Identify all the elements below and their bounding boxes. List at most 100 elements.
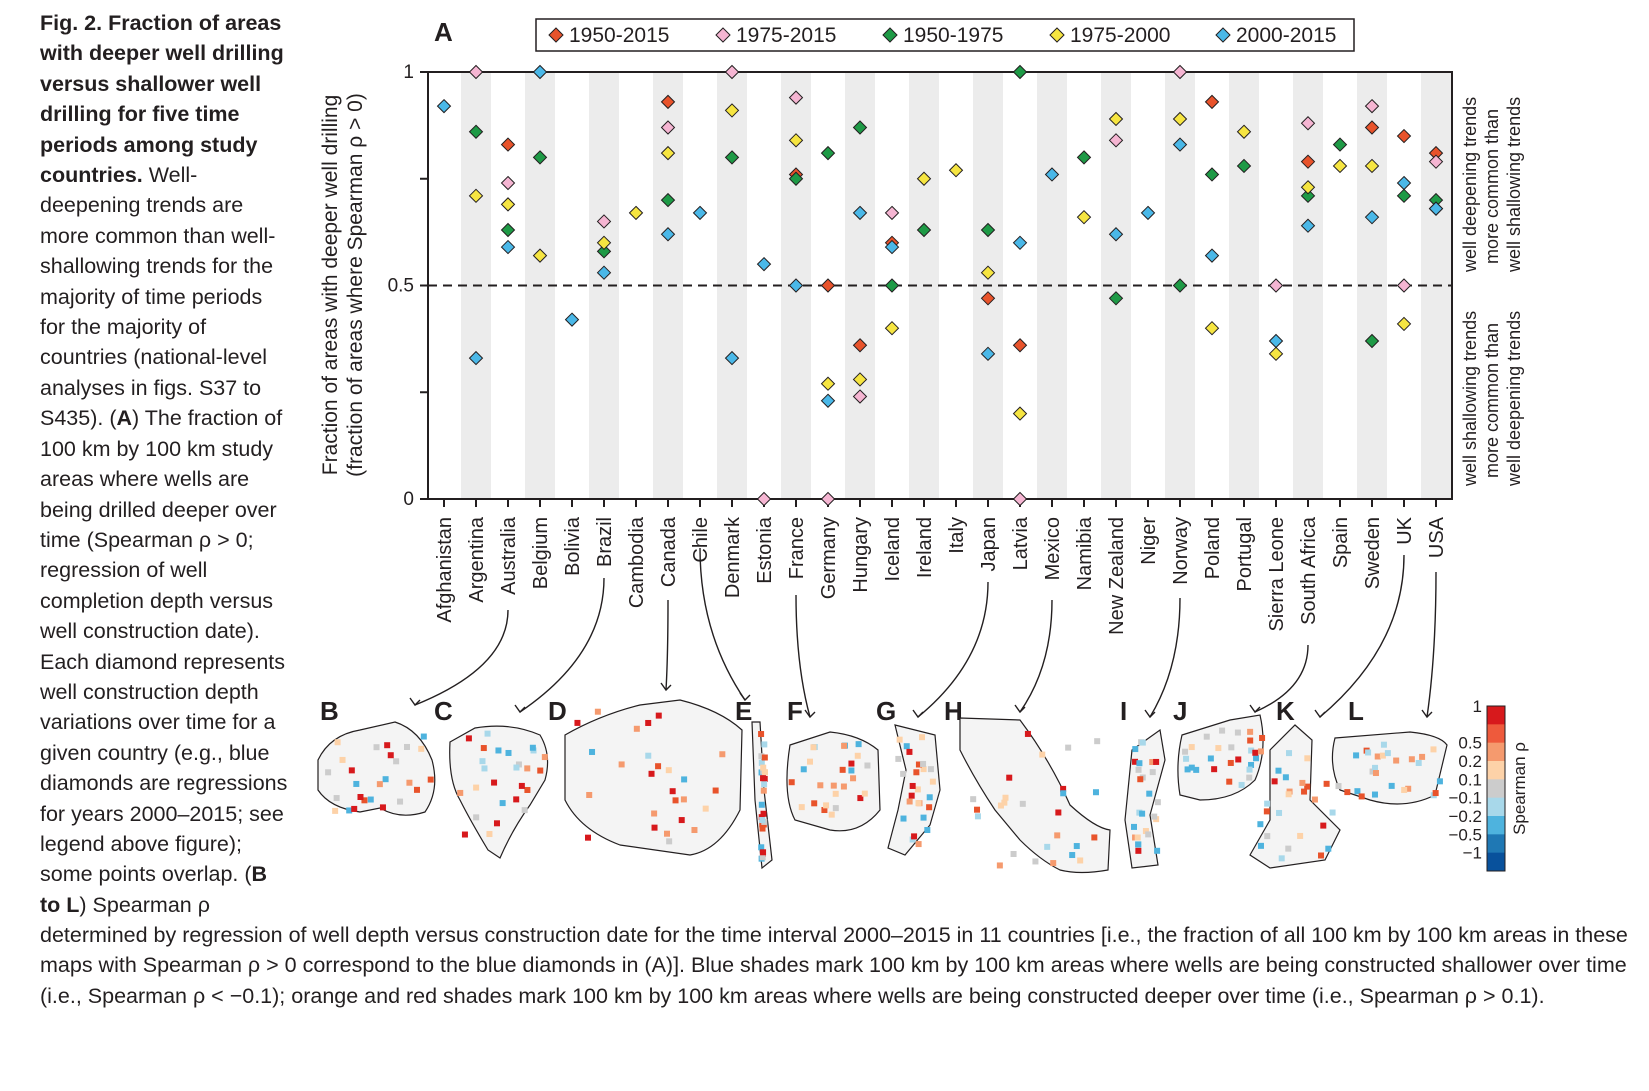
map-cell	[1415, 759, 1422, 766]
map-connectors	[409, 547, 1437, 719]
panel-letter-h: H	[944, 696, 963, 726]
point-1975-2000-new-zealand	[1108, 111, 1124, 127]
x-label-spain: Spain	[1330, 517, 1352, 568]
map-cell	[1055, 809, 1062, 816]
map-cell	[915, 800, 922, 807]
map-cell	[974, 806, 981, 813]
y-tick-label: 0.5	[388, 276, 414, 297]
point-1950-1975-south-africa	[1300, 188, 1316, 204]
map-cell	[760, 764, 767, 771]
map-cell	[760, 849, 767, 856]
map-cell	[758, 753, 765, 760]
map-cell	[800, 766, 807, 773]
point-1975-2015-norway	[1172, 64, 1188, 80]
connector-arrowhead	[514, 704, 526, 714]
point-2000-2015-usa	[1428, 201, 1444, 216]
point-2000-2015-germany	[820, 393, 836, 408]
connector-line	[795, 594, 811, 718]
map-cell	[1318, 852, 1325, 859]
map-cell	[678, 817, 685, 824]
right-note-lower-2: more common than	[1482, 323, 1502, 478]
map-cell	[1002, 794, 1009, 801]
connector-brazil	[514, 577, 605, 714]
map-cell	[1019, 800, 1026, 807]
point-1950-2015-south-africa	[1300, 154, 1316, 169]
map-cell	[1146, 790, 1153, 797]
map-panel-australia: B	[317, 696, 436, 816]
map-cell	[645, 719, 652, 726]
map-cell	[1227, 759, 1234, 766]
connector-arrowhead	[1144, 709, 1156, 719]
map-cell	[850, 775, 857, 782]
point-1950-2015-sweden	[1364, 120, 1380, 135]
point-1975-2000-namibia	[1076, 209, 1092, 225]
panel-letter-f: F	[787, 696, 803, 726]
map-cell	[1132, 758, 1139, 765]
map-panel-france: F	[786, 696, 881, 832]
point-2000-2015-chile	[692, 205, 708, 221]
map-cell	[1142, 828, 1149, 835]
panel-letter-d: D	[548, 696, 567, 726]
x-label-sweden: Sweden	[1362, 517, 1384, 589]
map-cell	[645, 752, 652, 759]
map-cell	[537, 767, 544, 774]
x-label-uk: UK	[1394, 516, 1416, 544]
map-cell	[1353, 752, 1360, 759]
connector-chile	[699, 547, 751, 702]
x-label-portugal: Portugal	[1234, 517, 1256, 592]
panel-letter-e: E	[735, 696, 752, 726]
point-1975-2000-france	[788, 133, 804, 148]
map-cell	[848, 767, 855, 774]
point-1950-1975-sweden	[1364, 333, 1380, 349]
connector-canada	[660, 599, 672, 692]
point-1975-2000-sierra-leone	[1268, 346, 1284, 362]
colorbar-label: 1	[1473, 697, 1482, 716]
map-cell	[712, 787, 719, 794]
map-cell	[1024, 730, 1031, 737]
point-1950-1975-germany	[820, 145, 836, 161]
legend-label-1975-2000: 1975-2000	[1070, 24, 1170, 47]
map-cell	[663, 830, 670, 837]
map-cell	[758, 759, 765, 766]
map-cells-japan	[895, 734, 936, 848]
map-cell	[1131, 823, 1138, 830]
map-cell	[811, 800, 818, 807]
map-cell	[760, 810, 767, 817]
map-cell	[1135, 847, 1142, 854]
map-panel-chile: E	[735, 696, 773, 870]
colorbar-label: 0.1	[1458, 770, 1482, 789]
legend-label-2000-2015: 2000-2015	[1236, 24, 1336, 47]
right-note-upper-1: well deepening trends	[1460, 97, 1480, 273]
map-cell	[828, 811, 835, 818]
connector-line	[1319, 554, 1405, 718]
map-cell	[1203, 733, 1210, 740]
map-cell	[574, 719, 581, 726]
map-cell	[513, 796, 520, 803]
point-1975-2000-hungary	[852, 372, 868, 387]
map-cell	[418, 745, 425, 752]
map-cell	[384, 742, 391, 749]
map-cells-mexico	[970, 730, 1101, 869]
map-cell	[1263, 808, 1270, 815]
map-cell	[651, 810, 658, 817]
map-outline-canada	[564, 699, 743, 856]
point-2000-2015-latvia	[1012, 235, 1028, 251]
map-cell	[1010, 851, 1017, 858]
map-cell	[387, 752, 394, 759]
right-notes: well deepening trends more common than w…	[1460, 97, 1524, 487]
point-1950-1975-france	[788, 171, 804, 186]
map-cell	[759, 854, 766, 861]
legend-marker-1975-2000	[1049, 27, 1065, 43]
map-cell	[339, 756, 346, 763]
map-cell	[915, 761, 922, 768]
map-cell	[1132, 746, 1139, 753]
map-cell	[680, 796, 687, 803]
map-cell	[1246, 774, 1253, 781]
map-cell	[913, 769, 920, 776]
point-2000-2015-belgium	[532, 64, 548, 80]
map-cell	[1226, 778, 1233, 785]
map-cells-uk	[1257, 734, 1336, 862]
map-cell	[420, 733, 427, 740]
map-cell	[524, 786, 531, 793]
